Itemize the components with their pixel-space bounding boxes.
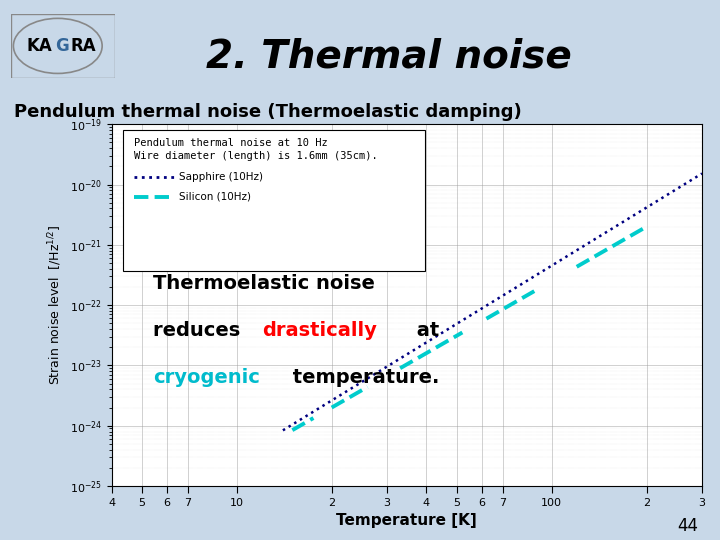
- Text: G: G: [55, 37, 69, 55]
- Text: Wire diameter (length) is 1.6mm (35cm).: Wire diameter (length) is 1.6mm (35cm).: [134, 151, 378, 161]
- Line: Silicon (10Hz): Silicon (10Hz): [292, 418, 313, 430]
- Text: Thermoelastic noise: Thermoelastic noise: [153, 274, 375, 293]
- Text: KA: KA: [27, 37, 53, 55]
- Silicon (10Hz): [305, 417, 314, 423]
- Silicon (10Hz): [288, 427, 297, 434]
- Silicon (10Hz): [289, 426, 298, 433]
- Silicon (10Hz): [298, 421, 307, 428]
- Silicon (10Hz): [296, 422, 305, 429]
- Silicon (10Hz): [302, 419, 310, 426]
- Silicon (10Hz): [304, 418, 312, 424]
- Silicon (10Hz): [289, 426, 298, 433]
- Sapphire (10Hz): [295, 417, 304, 423]
- Silicon (10Hz): [290, 426, 299, 432]
- Silicon (10Hz): [307, 416, 316, 422]
- Text: Silicon (10Hz): Silicon (10Hz): [179, 192, 251, 201]
- Text: cryogenic: cryogenic: [153, 368, 260, 387]
- Silicon (10Hz): [292, 425, 300, 431]
- Silicon (10Hz): [292, 424, 301, 431]
- Silicon (10Hz): [294, 423, 303, 430]
- Silicon (10Hz): [292, 424, 301, 431]
- Silicon (10Hz): [300, 420, 309, 426]
- Text: drastically: drastically: [262, 321, 377, 340]
- Silicon (10Hz): [302, 418, 311, 425]
- FancyBboxPatch shape: [123, 130, 425, 271]
- Text: Sapphire (10Hz): Sapphire (10Hz): [179, 172, 264, 181]
- Text: at: at: [410, 321, 439, 340]
- Silicon (10Hz): [300, 421, 308, 427]
- Silicon (10Hz): [289, 427, 297, 433]
- Text: 2. Thermal noise: 2. Thermal noise: [206, 38, 572, 76]
- Silicon (10Hz): [297, 421, 306, 428]
- Text: Pendulum thermal noise at 10 Hz: Pendulum thermal noise at 10 Hz: [134, 138, 328, 147]
- Text: temperature.: temperature.: [286, 368, 439, 387]
- Line: Sapphire (10Hz): Sapphire (10Hz): [283, 173, 702, 430]
- Silicon (10Hz): [297, 422, 305, 429]
- Sapphire (10Hz): [304, 411, 312, 418]
- Text: RA: RA: [71, 37, 96, 55]
- Silicon (10Hz): [294, 423, 302, 430]
- Silicon (10Hz): [295, 423, 304, 429]
- Silicon (10Hz): [305, 417, 314, 423]
- Silicon (10Hz): [308, 415, 317, 422]
- X-axis label: Temperature [K]: Temperature [K]: [336, 514, 477, 528]
- Text: reduces: reduces: [153, 321, 247, 340]
- Silicon (10Hz): [305, 417, 313, 424]
- Silicon (10Hz): [293, 424, 302, 430]
- Silicon (10Hz): [302, 419, 310, 426]
- Sapphire (10Hz): [356, 380, 365, 386]
- Silicon (10Hz): [291, 425, 300, 431]
- Silicon (10Hz): [304, 418, 312, 424]
- Text: Pendulum thermal noise (Thermoelastic damping): Pendulum thermal noise (Thermoelastic da…: [14, 103, 522, 120]
- Silicon (10Hz): [309, 415, 318, 421]
- Silicon (10Hz): [306, 416, 315, 423]
- Text: 44: 44: [678, 517, 698, 535]
- Y-axis label: Strain noise level  [/Hz$^{1/2}$]: Strain noise level [/Hz$^{1/2}$]: [46, 225, 64, 386]
- Sapphire (10Hz): [279, 427, 287, 434]
- Sapphire (10Hz): [662, 192, 670, 199]
- Silicon (10Hz): [297, 422, 306, 428]
- Sapphire (10Hz): [390, 359, 399, 365]
- Silicon (10Hz): [309, 415, 318, 422]
- Silicon (10Hz): [303, 418, 312, 425]
- Silicon (10Hz): [300, 420, 308, 427]
- Silicon (10Hz): [299, 421, 307, 427]
- Silicon (10Hz): [295, 423, 304, 429]
- Silicon (10Hz): [301, 420, 310, 426]
- Silicon (10Hz): [307, 416, 316, 422]
- Sapphire (10Hz): [698, 170, 706, 177]
- Silicon (10Hz): [307, 416, 315, 423]
- Sapphire (10Hz): [677, 183, 685, 190]
